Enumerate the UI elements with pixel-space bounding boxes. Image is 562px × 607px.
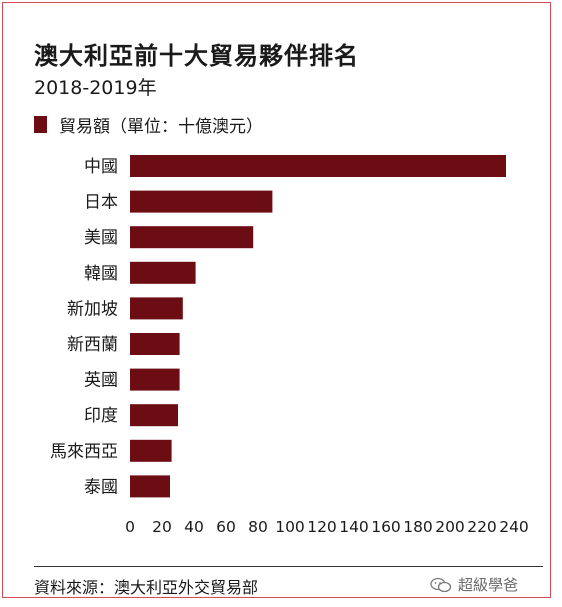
x-tick-label: 180 (403, 518, 433, 536)
x-tick-label: 40 (184, 518, 204, 536)
category-label: 日本 (84, 193, 118, 213)
x-tick-label: 200 (435, 518, 465, 536)
x-tick-label: 120 (307, 518, 337, 536)
category-label: 英國 (84, 371, 118, 391)
bar-9 (130, 475, 170, 498)
x-tick-label: 0 (125, 518, 135, 536)
bar-7 (130, 404, 178, 427)
bar-2 (130, 226, 254, 249)
legend-swatch (34, 116, 47, 133)
bar-3 (130, 261, 196, 284)
category-label: 新西蘭 (67, 335, 118, 355)
x-tick-label: 160 (371, 518, 401, 536)
bar-0 (130, 155, 506, 177)
bar-1 (130, 190, 273, 213)
chart-title: 澳大利亞前十大貿易夥伴排名 (34, 42, 359, 70)
category-label: 韓國 (84, 264, 118, 284)
source-note: 資料來源：澳大利亞外交貿易部 (34, 578, 259, 597)
x-tick-label: 20 (152, 518, 172, 536)
category-label: 印度 (84, 406, 118, 426)
watermark-text: 超級學爸 (458, 576, 519, 594)
chart-frame (2, 2, 551, 598)
x-tick-label: 80 (248, 518, 268, 536)
category-label: 新加坡 (67, 299, 118, 319)
category-label: 泰國 (84, 477, 118, 497)
bar-8 (130, 439, 172, 462)
x-tick-label: 100 (275, 518, 305, 536)
category-label: 美國 (84, 228, 118, 248)
category-label: 馬來西亞 (50, 442, 118, 462)
legend-label: 貿易額（單位：十億澳元） (59, 117, 263, 137)
watermark: 超級學爸 (430, 574, 518, 595)
category-label: 中國 (84, 157, 118, 177)
x-tick-label: 240 (499, 518, 529, 536)
x-tick-label: 220 (467, 518, 497, 536)
legend: 貿易額（單位：十億澳元） (34, 112, 263, 137)
bar-6 (130, 368, 180, 391)
chart-subtitle: 2018-2019年 (34, 77, 157, 99)
x-tick-label: 140 (339, 518, 369, 536)
footer-divider (34, 566, 543, 567)
x-tick-label: 60 (216, 518, 236, 536)
wechat-icon (430, 577, 452, 592)
bar-4 (130, 297, 183, 320)
bar-5 (130, 333, 180, 355)
